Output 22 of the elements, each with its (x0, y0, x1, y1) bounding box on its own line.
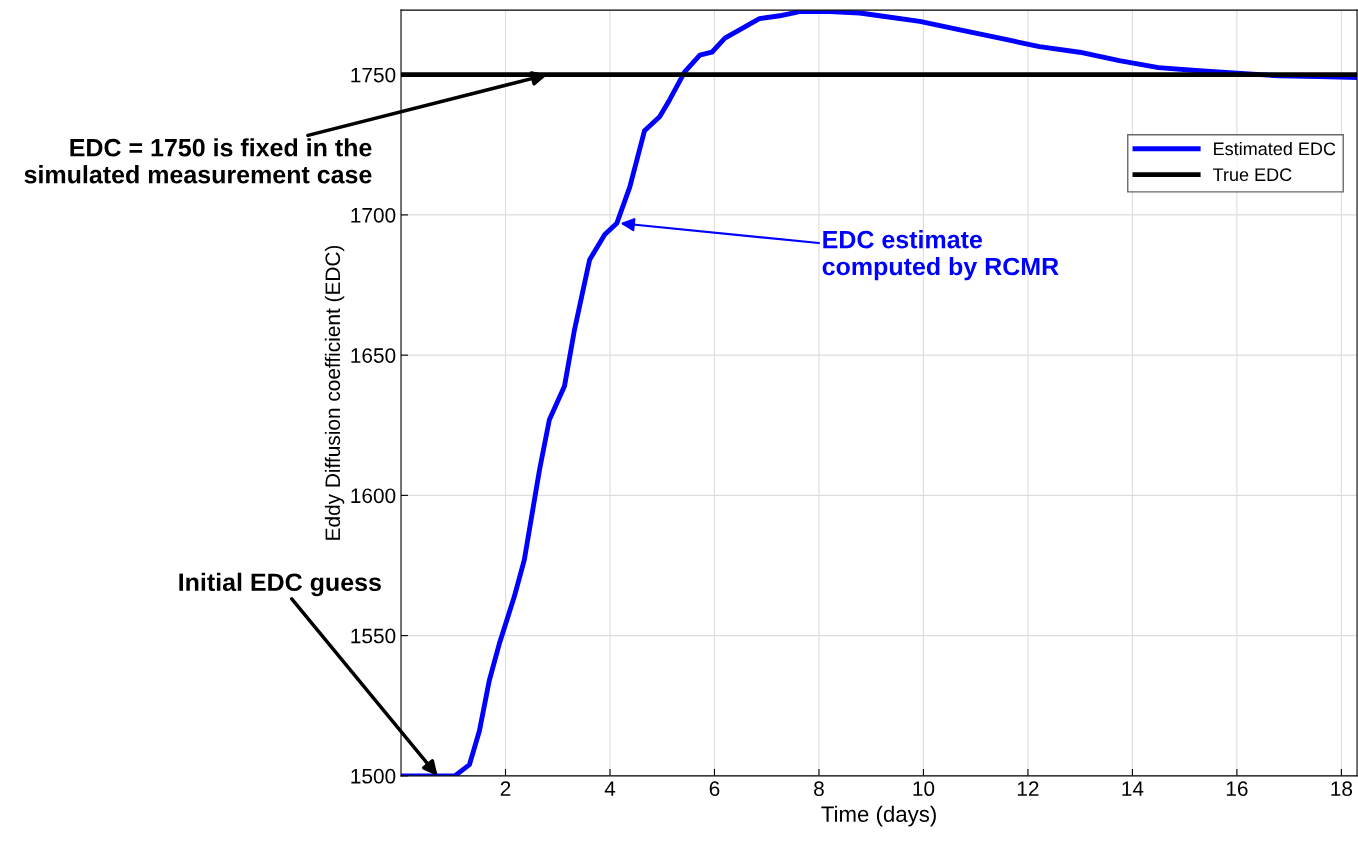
legend-label: True EDC (1213, 168, 1292, 182)
y-tick-label: 1750 (351, 67, 396, 83)
y-axis-title: Eddy Diffusion coefficient (EDC) (324, 245, 345, 540)
x-tick-label: 4 (604, 781, 616, 796)
y-tick-label: 1600 (351, 488, 396, 504)
y-tick-label: 1550 (351, 628, 396, 644)
y-tick-label: 1700 (351, 207, 396, 223)
annotation: Initial EDC guess (179, 572, 381, 597)
x-tick-label: 16 (1226, 781, 1248, 797)
annotation: EDC = 1750 is fixed in the simulated measurement case (24, 138, 372, 184)
y-tick-label: 1500 (351, 768, 396, 784)
x-axis-title: Time (days) (821, 805, 936, 827)
x-tick-label: 6 (709, 781, 720, 797)
x-tick-label: 14 (1122, 781, 1144, 796)
y-tick-label: 1650 (351, 348, 396, 363)
x-tick-label: 2 (500, 781, 511, 796)
x-tick-label: 12 (1017, 781, 1039, 796)
x-tick-label: 18 (1331, 781, 1353, 797)
legend-label: Estimated EDC (1214, 141, 1336, 156)
x-tick-label: 10 (913, 781, 935, 797)
annotation: EDC estimate computed by RCMR (822, 230, 1059, 281)
x-tick-label: 8 (814, 781, 824, 797)
